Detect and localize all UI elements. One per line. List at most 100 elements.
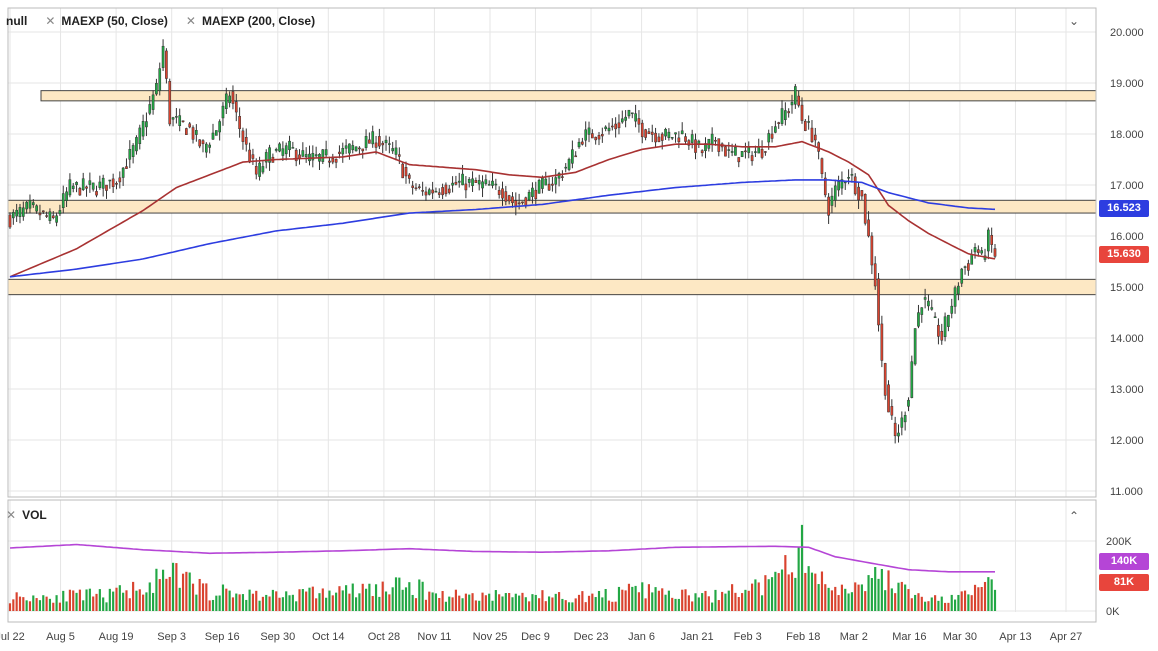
candle-body <box>501 188 504 199</box>
volume-bar <box>218 595 221 611</box>
candle-body <box>674 132 677 135</box>
candle-body <box>224 93 228 109</box>
candle-body <box>101 177 105 189</box>
candle-body <box>284 145 288 155</box>
volume-bar <box>870 578 873 611</box>
candle-body <box>391 148 395 152</box>
candle-body <box>451 182 454 186</box>
volume-bar <box>261 596 264 611</box>
volume-bar <box>418 579 421 611</box>
candle-body <box>837 181 840 191</box>
candle-body <box>145 121 148 128</box>
candle-body <box>604 126 607 129</box>
candle-body <box>923 297 927 300</box>
candle-body <box>128 149 132 160</box>
time-tick-label: Jan 21 <box>681 631 714 643</box>
volume-bar <box>241 594 245 611</box>
candle-body <box>105 184 108 191</box>
volume-bar <box>65 601 68 611</box>
time-tick-label: Sep 30 <box>260 631 295 643</box>
candle-body <box>577 141 581 148</box>
volume-bar <box>963 590 967 611</box>
volume-bar <box>161 569 165 611</box>
volume-bar <box>384 591 388 611</box>
candle-body <box>238 115 241 129</box>
candle-body <box>151 94 155 110</box>
volume-bar <box>291 594 294 611</box>
candle-body <box>690 134 694 143</box>
candle-body <box>561 176 564 178</box>
volume-bar <box>381 581 384 611</box>
candle-body <box>527 191 531 201</box>
volume-bar <box>770 577 774 611</box>
volume-bar <box>897 582 900 611</box>
candle-body <box>28 200 32 209</box>
volume-bar <box>358 593 361 611</box>
candle-body <box>374 142 378 148</box>
candle-body <box>324 149 328 156</box>
legend-item-ma50: ✕ MAEXP (50, Close) <box>45 14 168 28</box>
candle-body <box>348 143 351 154</box>
candle-body <box>261 166 265 173</box>
volume-bar <box>52 602 55 611</box>
volume-bar <box>408 582 411 611</box>
volume-bar <box>647 584 651 611</box>
candle-body <box>750 155 754 162</box>
candle-body <box>481 181 484 189</box>
volume-bar <box>987 577 990 611</box>
volume-bar <box>973 584 977 611</box>
candle-body <box>441 187 444 196</box>
candle-body <box>537 180 541 194</box>
candle-body <box>168 81 172 125</box>
volume-bar <box>890 588 893 611</box>
volume-bar <box>561 598 564 611</box>
candle-body <box>630 112 634 115</box>
close-icon[interactable]: ✕ <box>185 14 196 28</box>
candle-body <box>171 117 175 120</box>
volume-bar <box>577 594 581 611</box>
volume-bar <box>750 583 754 611</box>
legend-item-ma200: ✕ MAEXP (200, Close) <box>186 14 315 28</box>
candle-body <box>484 179 488 184</box>
candle-body <box>640 122 644 138</box>
volume-bar <box>378 596 381 611</box>
indicator-legend: null ✕ MAEXP (50, Close) ✕ MAEXP (200, C… <box>6 12 333 30</box>
candle-body <box>288 140 291 151</box>
candle-body <box>567 158 571 170</box>
volume-bar <box>534 594 537 611</box>
volume-bar <box>491 600 494 611</box>
volume-bar <box>511 597 514 611</box>
volume-bar <box>481 592 484 611</box>
candle-body <box>41 210 45 213</box>
volume-bar <box>508 593 511 611</box>
candle-body <box>111 178 115 187</box>
candle-body <box>417 186 421 188</box>
candle-body <box>311 153 315 161</box>
volume-bar <box>488 593 491 611</box>
volume-bar <box>970 595 973 611</box>
candle-body <box>587 127 591 135</box>
volume-bar <box>448 596 451 611</box>
candle-body <box>91 182 95 190</box>
volume-bar <box>934 595 937 611</box>
volume-bar <box>681 589 684 611</box>
chevron-down-icon[interactable]: ⌄ <box>1068 14 1080 28</box>
chevron-up-icon[interactable]: ⌃ <box>1068 509 1080 523</box>
candle-body <box>744 150 747 153</box>
candle-body <box>840 179 844 189</box>
volume-bar <box>341 590 344 611</box>
candle-body <box>727 149 731 151</box>
volume-bar <box>75 592 78 611</box>
close-icon[interactable]: ✕ <box>45 14 56 28</box>
volume-bar <box>138 589 141 611</box>
volume-bar <box>790 572 794 611</box>
volume-bar <box>245 599 248 611</box>
candle-body <box>31 202 35 206</box>
volume-tick-label: 0K <box>1106 606 1120 618</box>
candle-body <box>790 102 794 106</box>
close-icon[interactable]: ✕ <box>6 508 17 522</box>
time-tick-label: Oct 28 <box>368 631 400 643</box>
volume-bar <box>977 587 980 611</box>
candle-body <box>823 177 827 196</box>
